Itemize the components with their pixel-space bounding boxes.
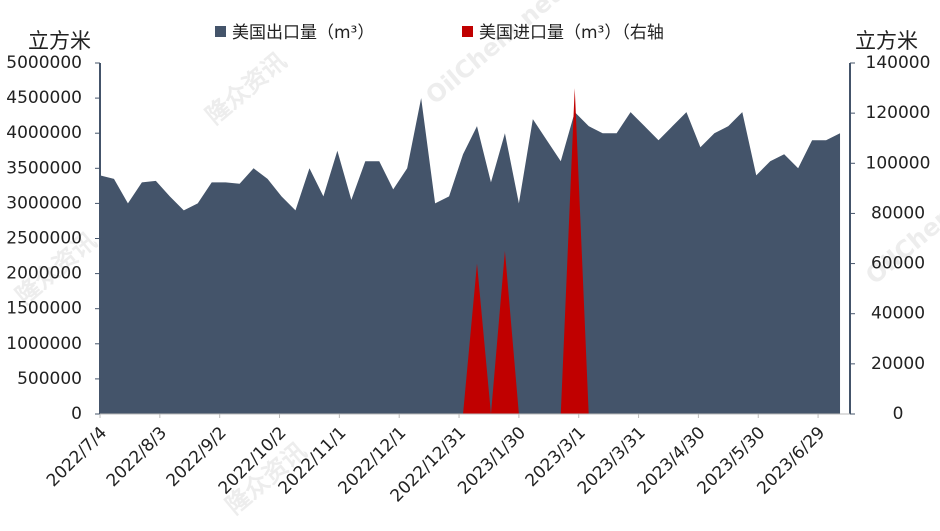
legend-label: 美国出口量（m³） [232, 23, 374, 43]
y2-tick-label: 100000 [866, 153, 931, 173]
y-unit: 立方米 [28, 29, 91, 53]
y-tick-label: 0 [71, 404, 82, 424]
x-tick-label: 2022/8/3 [103, 423, 171, 491]
y2-tick-label: 40000 [871, 304, 925, 324]
area [100, 98, 841, 414]
y2-unit: 立方米 [855, 29, 918, 53]
y-tick-label: 500000 [17, 369, 82, 389]
x-tick-label: 2022/7/4 [43, 423, 111, 491]
y-tick-label: 3500000 [6, 158, 82, 178]
y-tick-label: 1000000 [6, 334, 82, 354]
area [100, 88, 841, 415]
y-tick-label: 5000000 [6, 53, 82, 73]
legend-swatch [215, 26, 226, 37]
y2-tick-label: 0 [893, 404, 904, 424]
y-tick-label: 3000000 [6, 193, 82, 213]
y2-tick-label: 120000 [866, 103, 931, 123]
watermark: OilChem.net [420, 0, 566, 110]
legend-label: 美国进口量（m³）（右轴 [479, 23, 664, 43]
y-tick-label: 1500000 [6, 299, 82, 319]
legend-swatch [462, 26, 473, 37]
y-tick-label: 2500000 [6, 229, 82, 249]
y-tick-label: 4500000 [6, 88, 82, 108]
y-tick-label: 2000000 [6, 264, 82, 284]
y2-tick-label: 20000 [871, 354, 925, 374]
y-tick-label: 4000000 [6, 123, 82, 143]
y2-tick-label: 60000 [871, 254, 925, 274]
watermark: 隆众资讯 [200, 47, 292, 130]
y2-tick-label: 80000 [871, 203, 925, 223]
y2-tick-label: 140000 [866, 53, 931, 73]
